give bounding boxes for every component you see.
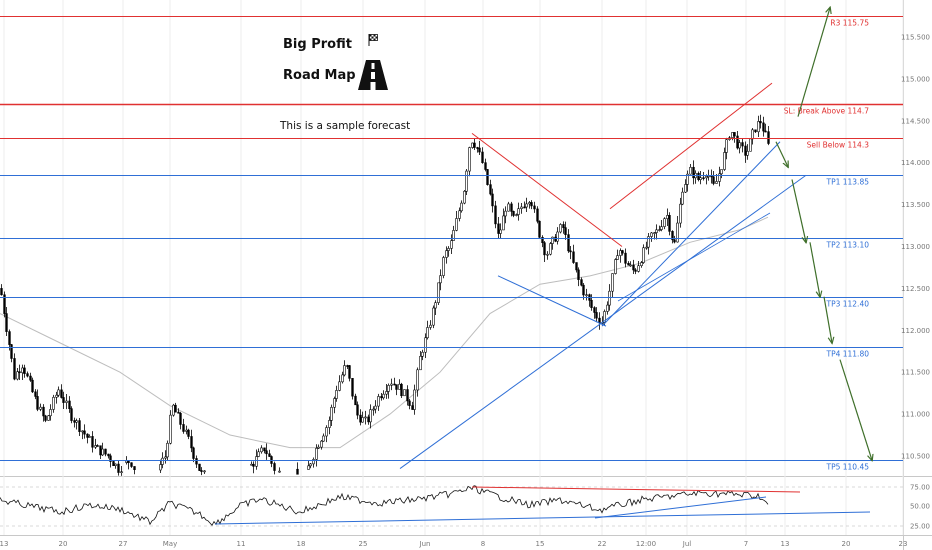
level-label: Sell Below 114.3 xyxy=(807,141,870,150)
level-label: SL: Break Above 114.7 xyxy=(784,107,869,116)
time-tick-label: 12:00 xyxy=(636,540,656,548)
road-icon xyxy=(358,60,388,90)
price-tick-label: 111.000 xyxy=(901,411,930,419)
time-tick-label: 20 xyxy=(842,540,851,548)
time-tick-label: 13 xyxy=(0,540,8,548)
vertical-grid xyxy=(3,0,904,535)
rsi-tick-label: 75.00 xyxy=(910,484,930,492)
level-label: R3 115.75 xyxy=(830,19,869,28)
level-label: TP4 111.80 xyxy=(825,350,869,359)
forecast-arrow xyxy=(791,179,806,242)
time-tick-label: 27 xyxy=(119,540,128,548)
headline-subtitle: Road Map xyxy=(283,68,356,83)
forecast-arrow xyxy=(797,8,830,117)
price-tick-label: 111.500 xyxy=(901,369,930,377)
checkered-flag-icon xyxy=(368,34,378,46)
time-tick-label: Jul xyxy=(682,540,692,548)
time-tick-label: 7 xyxy=(744,540,748,548)
price-tick-label: 114.500 xyxy=(901,117,930,125)
price-axis-labels: 115.500 115.000 114.500 114.000 113.500 113.0… xyxy=(901,34,930,531)
time-tick-label: 23 xyxy=(899,540,908,548)
rsi-tick-label: 50.00 xyxy=(910,503,930,511)
headline-title: Big Profit xyxy=(283,37,352,52)
level-label: TP1 113.85 xyxy=(825,178,869,187)
time-axis-labels: 13 20 27 May 11 18 25 Jun 8 15 22 12:00 Jul 7 13 20 23 xyxy=(0,540,907,548)
price-tick-label: 110.500 xyxy=(901,453,930,461)
forecast-arrow xyxy=(809,242,820,296)
level-label: TP2 113.10 xyxy=(825,241,869,250)
time-tick-label: 13 xyxy=(781,540,790,548)
rsi-tick-label: 25.00 xyxy=(910,523,930,531)
price-tick-label: 113.500 xyxy=(901,201,930,209)
price-tick-label: 114.000 xyxy=(901,159,930,167)
forecast-arrow xyxy=(839,359,872,461)
price-levels: R3 115.75 SL: Break Above 114.7 Sell Below… xyxy=(0,16,903,472)
time-tick-label: Jun xyxy=(419,540,431,548)
rsi-indicator xyxy=(0,485,903,527)
time-tick-label: 8 xyxy=(481,540,485,548)
forecast-arrow xyxy=(823,296,832,343)
forecast-note: This is a sample forecast xyxy=(279,120,410,132)
candlestick-series xyxy=(0,114,770,476)
time-tick-label: 18 xyxy=(297,540,306,548)
time-tick-label: 20 xyxy=(59,540,68,548)
time-tick-label: 11 xyxy=(237,540,246,548)
trend-lines xyxy=(399,82,807,469)
price-tick-label: 112.500 xyxy=(901,285,930,293)
forecast-arrows xyxy=(775,8,872,461)
time-tick-label: 15 xyxy=(536,540,545,548)
level-label: TP5 110.45 xyxy=(825,463,869,472)
time-tick-label: 22 xyxy=(598,540,607,548)
price-tick-label: 115.500 xyxy=(901,34,930,42)
price-tick-label: 115.000 xyxy=(901,75,930,83)
price-tick-label: 112.000 xyxy=(901,327,930,335)
time-tick-label: 25 xyxy=(359,540,368,548)
level-label: TP3 112.40 xyxy=(825,300,869,309)
price-tick-label: 113.000 xyxy=(901,243,930,251)
forecast-arrow xyxy=(775,141,788,167)
time-tick-label: May xyxy=(163,540,177,548)
